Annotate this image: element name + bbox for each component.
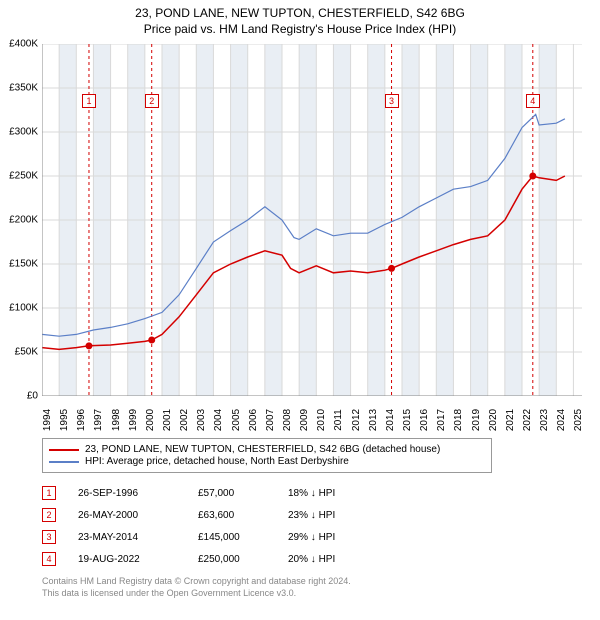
sales-price: £250,000 — [198, 554, 288, 565]
y-tick-label: £300K — [9, 127, 38, 138]
sales-price: £63,600 — [198, 510, 288, 521]
x-tick-label: 2004 — [213, 409, 224, 431]
legend-swatch — [49, 449, 79, 451]
x-tick-label: 2019 — [471, 409, 482, 431]
x-tick-label: 2006 — [248, 409, 259, 431]
x-tick-label: 2005 — [231, 409, 242, 431]
x-tick-label: 1997 — [93, 409, 104, 431]
sale-marker-4: 4 — [526, 94, 540, 108]
title-main: 23, POND LANE, NEW TUPTON, CHESTERFIELD,… — [0, 6, 600, 20]
x-tick-label: 2015 — [402, 409, 413, 431]
sales-marker: 1 — [42, 486, 56, 500]
legend-swatch — [49, 461, 79, 463]
chart-area: 1 2 3 4 — [42, 44, 582, 396]
x-tick-label: 2023 — [539, 409, 550, 431]
x-tick-label: 2021 — [505, 409, 516, 431]
sale-marker-2: 2 — [145, 94, 159, 108]
legend-row: HPI: Average price, detached house, Nort… — [49, 456, 485, 467]
x-tick-label: 1996 — [76, 409, 87, 431]
x-tick-label: 2024 — [556, 409, 567, 431]
x-tick-label: 2022 — [522, 409, 533, 431]
x-tick-label: 2009 — [299, 409, 310, 431]
x-tick-label: 2020 — [488, 409, 499, 431]
y-tick-label: £50K — [15, 347, 38, 358]
sales-pct: 20% ↓ HPI — [288, 554, 378, 565]
y-tick-label: £200K — [9, 215, 38, 226]
x-tick-label: 1998 — [111, 409, 122, 431]
x-tick-label: 2013 — [368, 409, 379, 431]
sales-date: 19-AUG-2022 — [78, 554, 198, 565]
y-tick-label: £0 — [27, 391, 38, 402]
footer: Contains HM Land Registry data © Crown c… — [42, 576, 351, 599]
x-tick-label: 2007 — [265, 409, 276, 431]
y-tick-label: £250K — [9, 171, 38, 182]
legend: 23, POND LANE, NEW TUPTON, CHESTERFIELD,… — [42, 438, 492, 473]
footer-line1: Contains HM Land Registry data © Crown c… — [42, 576, 351, 588]
x-axis: 1994 1995 1996 1997 1998 1999 2000 2001 2002 2003… — [42, 398, 582, 434]
x-tick-label: 2003 — [196, 409, 207, 431]
y-tick-label: £150K — [9, 259, 38, 270]
x-tick-label: 2001 — [162, 409, 173, 431]
x-tick-label: 2010 — [316, 409, 327, 431]
sale-marker-1: 1 — [82, 94, 96, 108]
sales-date: 23-MAY-2014 — [78, 532, 198, 543]
y-axis: £0£50K£100K£150K£200K£250K£300K£350K£400… — [0, 44, 40, 396]
x-tick-label: 1994 — [42, 409, 53, 431]
x-tick-label: 2000 — [145, 409, 156, 431]
title-block: 23, POND LANE, NEW TUPTON, CHESTERFIELD,… — [0, 0, 600, 36]
x-tick-label: 1995 — [59, 409, 70, 431]
sale-marker-3: 3 — [385, 94, 399, 108]
sales-pct: 23% ↓ HPI — [288, 510, 378, 521]
sales-row: 3 23-MAY-2014£145,00029% ↓ HPI — [42, 528, 378, 546]
sales-date: 26-MAY-2000 — [78, 510, 198, 521]
chart-svg — [42, 44, 582, 396]
x-tick-label: 2008 — [282, 409, 293, 431]
sales-row: 1 26-SEP-1996£57,00018% ↓ HPI — [42, 484, 378, 502]
footer-line2: This data is licensed under the Open Gov… — [42, 588, 351, 600]
sales-marker: 2 — [42, 508, 56, 522]
y-tick-label: £350K — [9, 83, 38, 94]
sales-row: 4 19-AUG-2022£250,00020% ↓ HPI — [42, 550, 378, 568]
sales-price: £57,000 — [198, 488, 288, 499]
sales-marker: 4 — [42, 552, 56, 566]
sales-marker: 3 — [42, 530, 56, 544]
chart-container: 23, POND LANE, NEW TUPTON, CHESTERFIELD,… — [0, 0, 600, 620]
sales-row: 2 26-MAY-2000£63,60023% ↓ HPI — [42, 506, 378, 524]
title-sub: Price paid vs. HM Land Registry's House … — [0, 22, 600, 36]
x-tick-label: 2012 — [351, 409, 362, 431]
y-tick-label: £400K — [9, 39, 38, 50]
sales-table: 1 26-SEP-1996£57,00018% ↓ HPI 2 26-MAY-2000… — [42, 484, 378, 572]
x-tick-label: 1999 — [128, 409, 139, 431]
y-tick-label: £100K — [9, 303, 38, 314]
sales-date: 26-SEP-1996 — [78, 488, 198, 499]
x-tick-label: 2017 — [436, 409, 447, 431]
legend-label: 23, POND LANE, NEW TUPTON, CHESTERFIELD,… — [85, 444, 440, 455]
legend-row: 23, POND LANE, NEW TUPTON, CHESTERFIELD,… — [49, 444, 485, 455]
x-tick-label: 2011 — [333, 409, 344, 431]
x-tick-label: 2018 — [453, 409, 464, 431]
x-tick-label: 2002 — [179, 409, 190, 431]
sales-pct: 18% ↓ HPI — [288, 488, 378, 499]
x-tick-label: 2025 — [573, 409, 584, 431]
x-tick-label: 2016 — [419, 409, 430, 431]
x-tick-label: 2014 — [385, 409, 396, 431]
legend-label: HPI: Average price, detached house, Nort… — [85, 456, 349, 467]
sales-pct: 29% ↓ HPI — [288, 532, 378, 543]
sales-price: £145,000 — [198, 532, 288, 543]
